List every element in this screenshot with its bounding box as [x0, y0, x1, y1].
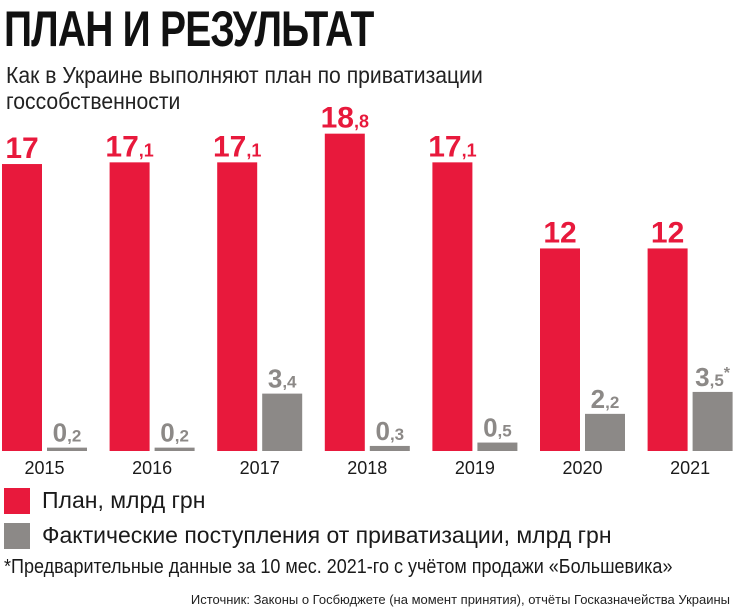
x-tick-label-2015: 2015	[24, 458, 64, 478]
legend-label-actual: Фактические поступления от приватизации,…	[42, 522, 612, 548]
data-label-plan-2021: 12	[651, 216, 684, 249]
x-tick-label-2017: 2017	[240, 458, 280, 478]
bar-plan-2019	[432, 162, 473, 452]
x-tick-label-2019: 2019	[455, 458, 495, 478]
bar-actual-2017	[262, 393, 303, 451]
bar-actual-2019	[477, 442, 518, 451]
bar-plan-2015	[2, 164, 42, 452]
data-label-plan-2020: 12	[543, 216, 576, 249]
bar-actual-2015	[47, 447, 87, 451]
data-label-plan-2018: 18,8	[321, 102, 369, 135]
source-note: Источник: Законы о Госбюджете (на момент…	[190, 592, 730, 607]
legend-swatch-actual	[4, 522, 30, 549]
data-label-actual-2019: 0,5	[483, 413, 512, 443]
data-label-plan-2017: 17,1	[213, 130, 261, 163]
x-tick-label-2020: 2020	[562, 458, 602, 478]
x-tick-label-2018: 2018	[347, 458, 387, 478]
data-label-plan-2016: 17,1	[105, 130, 153, 163]
data-label-plan-2015: 17	[5, 132, 38, 165]
data-label-plan-2019: 17,1	[428, 130, 476, 163]
legend-label-plan: План, млрд грн	[42, 487, 206, 513]
legend-item-actual: Фактические поступления от приватизации,…	[4, 522, 612, 549]
chart-title: ПЛАН И РЕЗУЛЬТАТ	[4, 1, 374, 57]
x-tick-label-2016: 2016	[132, 458, 172, 478]
footnote: *Предварительные данные за 10 мес. 2021-…	[4, 556, 673, 578]
bar-plan-2020	[540, 248, 580, 451]
data-label-actual-2017: 3,4	[268, 364, 297, 394]
legend-swatch-plan	[4, 487, 30, 514]
data-label-actual-2020: 2,2	[591, 384, 620, 414]
bar-plan-2017	[217, 162, 258, 452]
bar-plan-2021	[647, 248, 688, 451]
bar-actual-2021	[692, 391, 733, 451]
data-label-actual-2021: 3,5*	[695, 362, 731, 392]
bar-actual-2016	[154, 447, 195, 451]
bar-actual-2018	[369, 445, 410, 451]
bar-plan-2016	[109, 162, 150, 452]
x-tick-label-2021: 2021	[670, 458, 710, 478]
legend-item-plan: План, млрд грн	[4, 487, 205, 514]
bar-actual-2020	[585, 413, 625, 451]
data-label-actual-2015: 0,2	[53, 418, 82, 448]
data-label-actual-2018: 0,3	[375, 416, 404, 446]
bar-plan-2018	[324, 133, 365, 451]
chart-subtitle: Как в Украине выполняют план по приватиз…	[6, 62, 483, 114]
data-label-actual-2016: 0,2	[160, 418, 189, 448]
bar-chart: 17 0,2 2015 17,1 0,2 2016 17,1 3,4 2017 18,8 0,3 20…	[2, 102, 733, 478]
